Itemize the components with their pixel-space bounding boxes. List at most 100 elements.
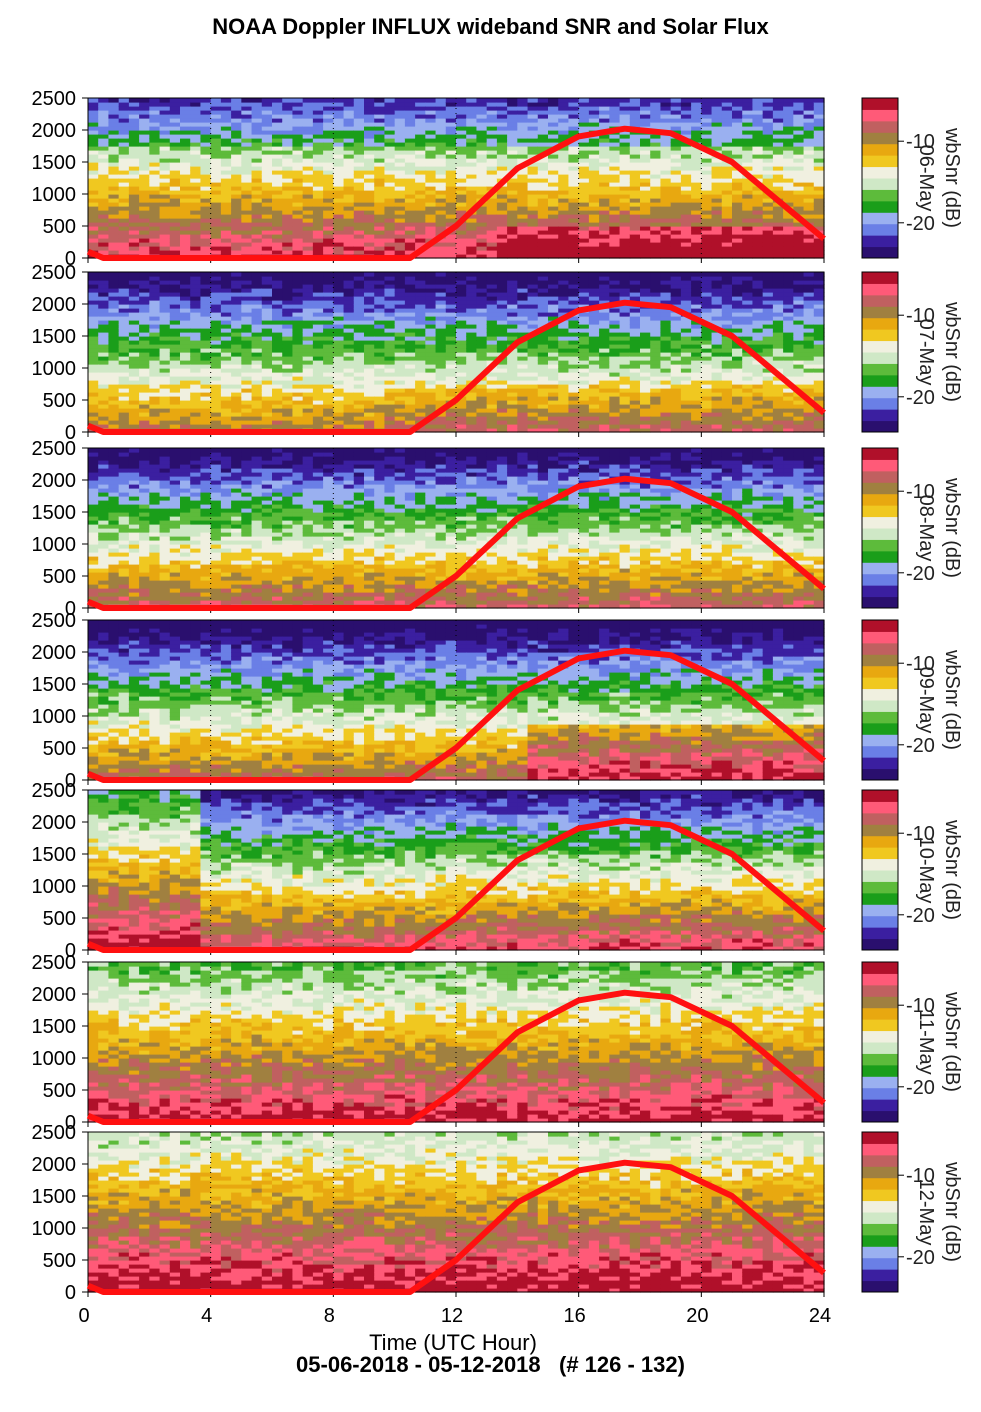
heatmap-cell [537,388,549,393]
heatmap-cell [415,110,426,115]
heatmap-cell [374,186,386,191]
heatmap-cell [231,166,242,171]
heatmap-cell [537,316,549,321]
heatmap-cell [415,324,426,329]
heatmap-cell [251,154,263,159]
heatmap-cell [599,206,610,211]
heatmap-cell [527,190,539,195]
heatmap-cell [680,198,692,203]
heatmap-cell [752,246,764,251]
heatmap-cell [364,388,375,393]
heatmap-cell [456,250,467,255]
heatmap-cell [670,114,682,119]
heatmap-cell [190,166,202,171]
heatmap-cell [711,242,723,247]
heatmap-cell [261,384,273,389]
heatmap-cell [629,254,641,259]
heatmap-cell [752,230,764,235]
heatmap-cell [496,234,508,239]
heatmap-cell [323,182,334,187]
heatmap-cell [609,206,621,211]
heatmap-cell [496,218,508,223]
heatmap-cell [558,218,570,223]
heatmap-cell [425,222,437,227]
heatmap-cell [527,106,539,111]
heatmap-cell [261,122,273,127]
heatmap-cell [139,308,150,313]
heatmap-cell [220,162,232,167]
heatmap-cell [496,380,508,385]
heatmap-cell [588,242,600,247]
heatmap-cell [128,130,140,135]
heatmap-cell [445,320,457,325]
heatmap-cell [312,110,324,115]
heatmap-cell [353,372,365,377]
heatmap-cell [527,242,539,247]
heatmap-cell [231,276,242,281]
heatmap-cell [333,210,345,215]
heatmap-cell [210,222,222,227]
heatmap-cell [680,102,692,107]
heatmap-cell [364,250,375,255]
heatmap-cell [507,368,518,373]
heatmap-cell [527,316,539,321]
heatmap-cell [261,190,273,195]
heatmap-cell [537,408,549,413]
heatmap-cell [813,242,825,247]
heatmap-cell [772,238,784,243]
heatmap-cell [609,250,621,255]
heatmap-cell [425,384,437,389]
heatmap-cell [476,316,488,321]
heatmap-cell [118,174,130,179]
heatmap-cell [507,396,518,401]
heatmap-cell [282,316,294,321]
heatmap-cell [640,166,651,171]
heatmap-cell [415,296,426,301]
heatmap-cell [312,320,324,325]
heatmap-cell [118,324,130,329]
heatmap-cell [793,114,805,119]
heatmap-cell [312,336,324,341]
heatmap-cell [118,272,130,277]
heatmap-cell [364,312,375,317]
heatmap-cell [742,246,754,251]
heatmap-cell [415,158,426,163]
heatmap-cell [139,276,150,281]
heatmap-cell [220,138,232,143]
heatmap-cell [599,312,610,317]
heatmap-cell [670,198,682,203]
heatmap-cell [732,198,743,203]
heatmap-cell [282,344,294,349]
heatmap-cell [629,234,641,239]
heatmap-cell [88,324,99,329]
heatmap-cell [486,218,498,223]
heatmap-cell [190,206,202,211]
heatmap-cell [425,246,437,251]
heatmap-cell [169,142,181,147]
heatmap-cell [619,178,631,183]
heatmap-cell [425,146,437,151]
heatmap-cell [476,396,488,401]
heatmap-cell [353,118,365,123]
heatmap-cell [660,162,672,167]
heatmap-cell [445,280,457,285]
heatmap-cell [88,384,99,389]
heatmap-cell [783,234,794,239]
heatmap-cell [128,352,140,357]
heatmap-cell [312,368,324,373]
heatmap-cell [333,110,345,115]
heatmap-cell [404,404,416,409]
heatmap-cell [404,98,416,103]
heatmap-cell [190,392,202,397]
heatmap-cell [343,348,355,353]
heatmap-cell [292,388,304,393]
heatmap-cell [333,202,345,207]
heatmap-cell [783,186,794,191]
heatmap-cell [98,126,110,131]
heatmap-cell [108,122,120,127]
heatmap-cell [323,170,334,175]
heatmap-cell [609,102,621,107]
heatmap-cell [445,328,457,333]
heatmap-cell [680,174,692,179]
heatmap-cell [180,376,191,381]
